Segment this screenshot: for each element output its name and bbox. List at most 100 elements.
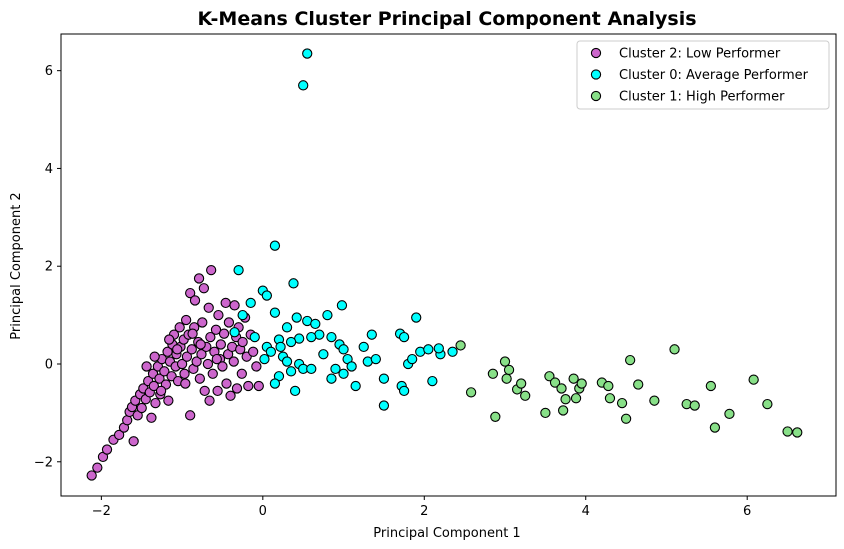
point-series-2-1 [465,387,477,398]
point-series-0-101 [187,328,198,339]
point-series-1-63 [330,363,341,375]
point-series-2-28 [669,344,680,355]
point-series-0-87 [237,336,248,348]
point-series-2-16 [568,373,579,384]
point-series-0-78 [225,390,236,401]
point-series-0-63 [205,331,216,343]
y-tick-label-0: −2 [34,455,53,470]
point-series-0-56 [196,349,207,360]
point-series-2-37 [792,427,803,438]
legend-label-0: Cluster 2: Low Performer [619,47,781,62]
point-series-0-95 [141,361,152,372]
point-series-2-33 [724,408,735,420]
legend-box [576,40,830,110]
point-series-2-35 [762,398,773,410]
point-series-0-64 [206,264,217,276]
point-series-0-52 [191,356,202,367]
point-series-1-46 [398,385,410,397]
point-series-1-58 [249,331,260,343]
point-series-1-21 [281,356,293,367]
point-series-1-10 [291,312,302,323]
point-series-2-26 [633,379,644,390]
point-series-0-74 [220,297,231,309]
point-series-2-32 [709,422,721,433]
point-series-0-24 [154,373,165,384]
point-series-1-34 [346,361,357,372]
point-series-0-30 [163,395,174,406]
point-series-1-44 [398,331,410,343]
point-series-1-39 [366,329,377,340]
legend-label-2: Cluster 1: High Performer [619,90,785,105]
point-series-1-59 [259,353,270,365]
point-series-2-10 [540,407,551,419]
point-series-1-12 [310,318,321,330]
point-series-1-29 [318,349,329,360]
point-series-0-67 [210,324,222,335]
point-series-0-59 [199,385,210,397]
point-series-2-2 [487,368,499,379]
point-series-1-30 [326,331,337,343]
point-series-2-5 [501,373,512,384]
point-series-0-40 [176,358,188,370]
legend-marker-2 [590,90,602,102]
point-series-1-36 [338,368,349,379]
point-series-1-42 [378,400,390,411]
point-series-0-92 [247,346,259,357]
point-series-0-46 [185,287,196,299]
data-points [86,48,803,481]
point-series-1-15 [281,322,293,333]
point-series-2-25 [624,354,636,366]
point-series-2-24 [620,413,632,424]
y-tick-label-3: 4 [45,162,53,177]
y-tick-label-2: 2 [45,260,53,275]
point-series-1-55 [433,343,444,354]
y-axis-ticks: −2 0 2 4 6 [34,64,61,470]
point-series-0-55 [194,373,205,384]
x-axis-label: Principal Component 1 [373,526,520,541]
point-series-0-99 [172,344,183,355]
point-series-0-96 [149,351,160,362]
point-series-2-14 [557,405,569,416]
point-series-1-48 [407,353,418,365]
point-series-1-32 [338,344,349,355]
plot-frame [60,33,837,497]
point-series-2-9 [520,390,531,401]
x-tick-label-0: −2 [92,504,111,519]
point-series-2-21 [603,380,614,392]
point-series-0-27 [159,366,170,377]
point-series-1-41 [378,373,390,384]
point-series-0-21 [148,380,159,392]
point-series-1-28 [306,363,317,375]
point-series-2-6 [503,364,515,376]
point-series-0-86 [236,368,247,379]
point-series-0-62 [203,302,214,313]
point-series-2-15 [560,394,571,405]
point-series-1-51 [423,344,434,355]
point-series-0-104 [211,353,222,365]
point-series-2-11 [544,371,555,382]
y-axis-label: Principal Component 2 [9,192,24,339]
point-series-0-97 [155,385,167,397]
x-tick-label-2: 2 [420,504,428,519]
point-series-2-19 [576,378,587,389]
point-series-2-0 [455,340,466,351]
point-series-1-27 [289,385,301,397]
point-series-1-26 [269,378,281,389]
point-series-1-56 [336,300,348,311]
point-series-1-9 [269,307,281,318]
point-series-0-19 [146,412,157,423]
point-series-2-22 [604,393,616,404]
point-series-0-71 [215,339,226,350]
y-tick-label-4: 6 [45,64,53,79]
point-series-1-54 [447,346,458,357]
point-series-0-103 [204,395,215,406]
point-series-0-83 [231,383,243,394]
point-series-1-7 [245,297,256,309]
point-series-0-51 [189,295,201,306]
point-series-0-81 [229,300,240,311]
point-series-0-38 [174,322,185,333]
point-series-2-27 [649,395,660,406]
point-series-0-54 [193,273,205,284]
legend-label-1: Cluster 0: Average Performer [619,68,809,83]
